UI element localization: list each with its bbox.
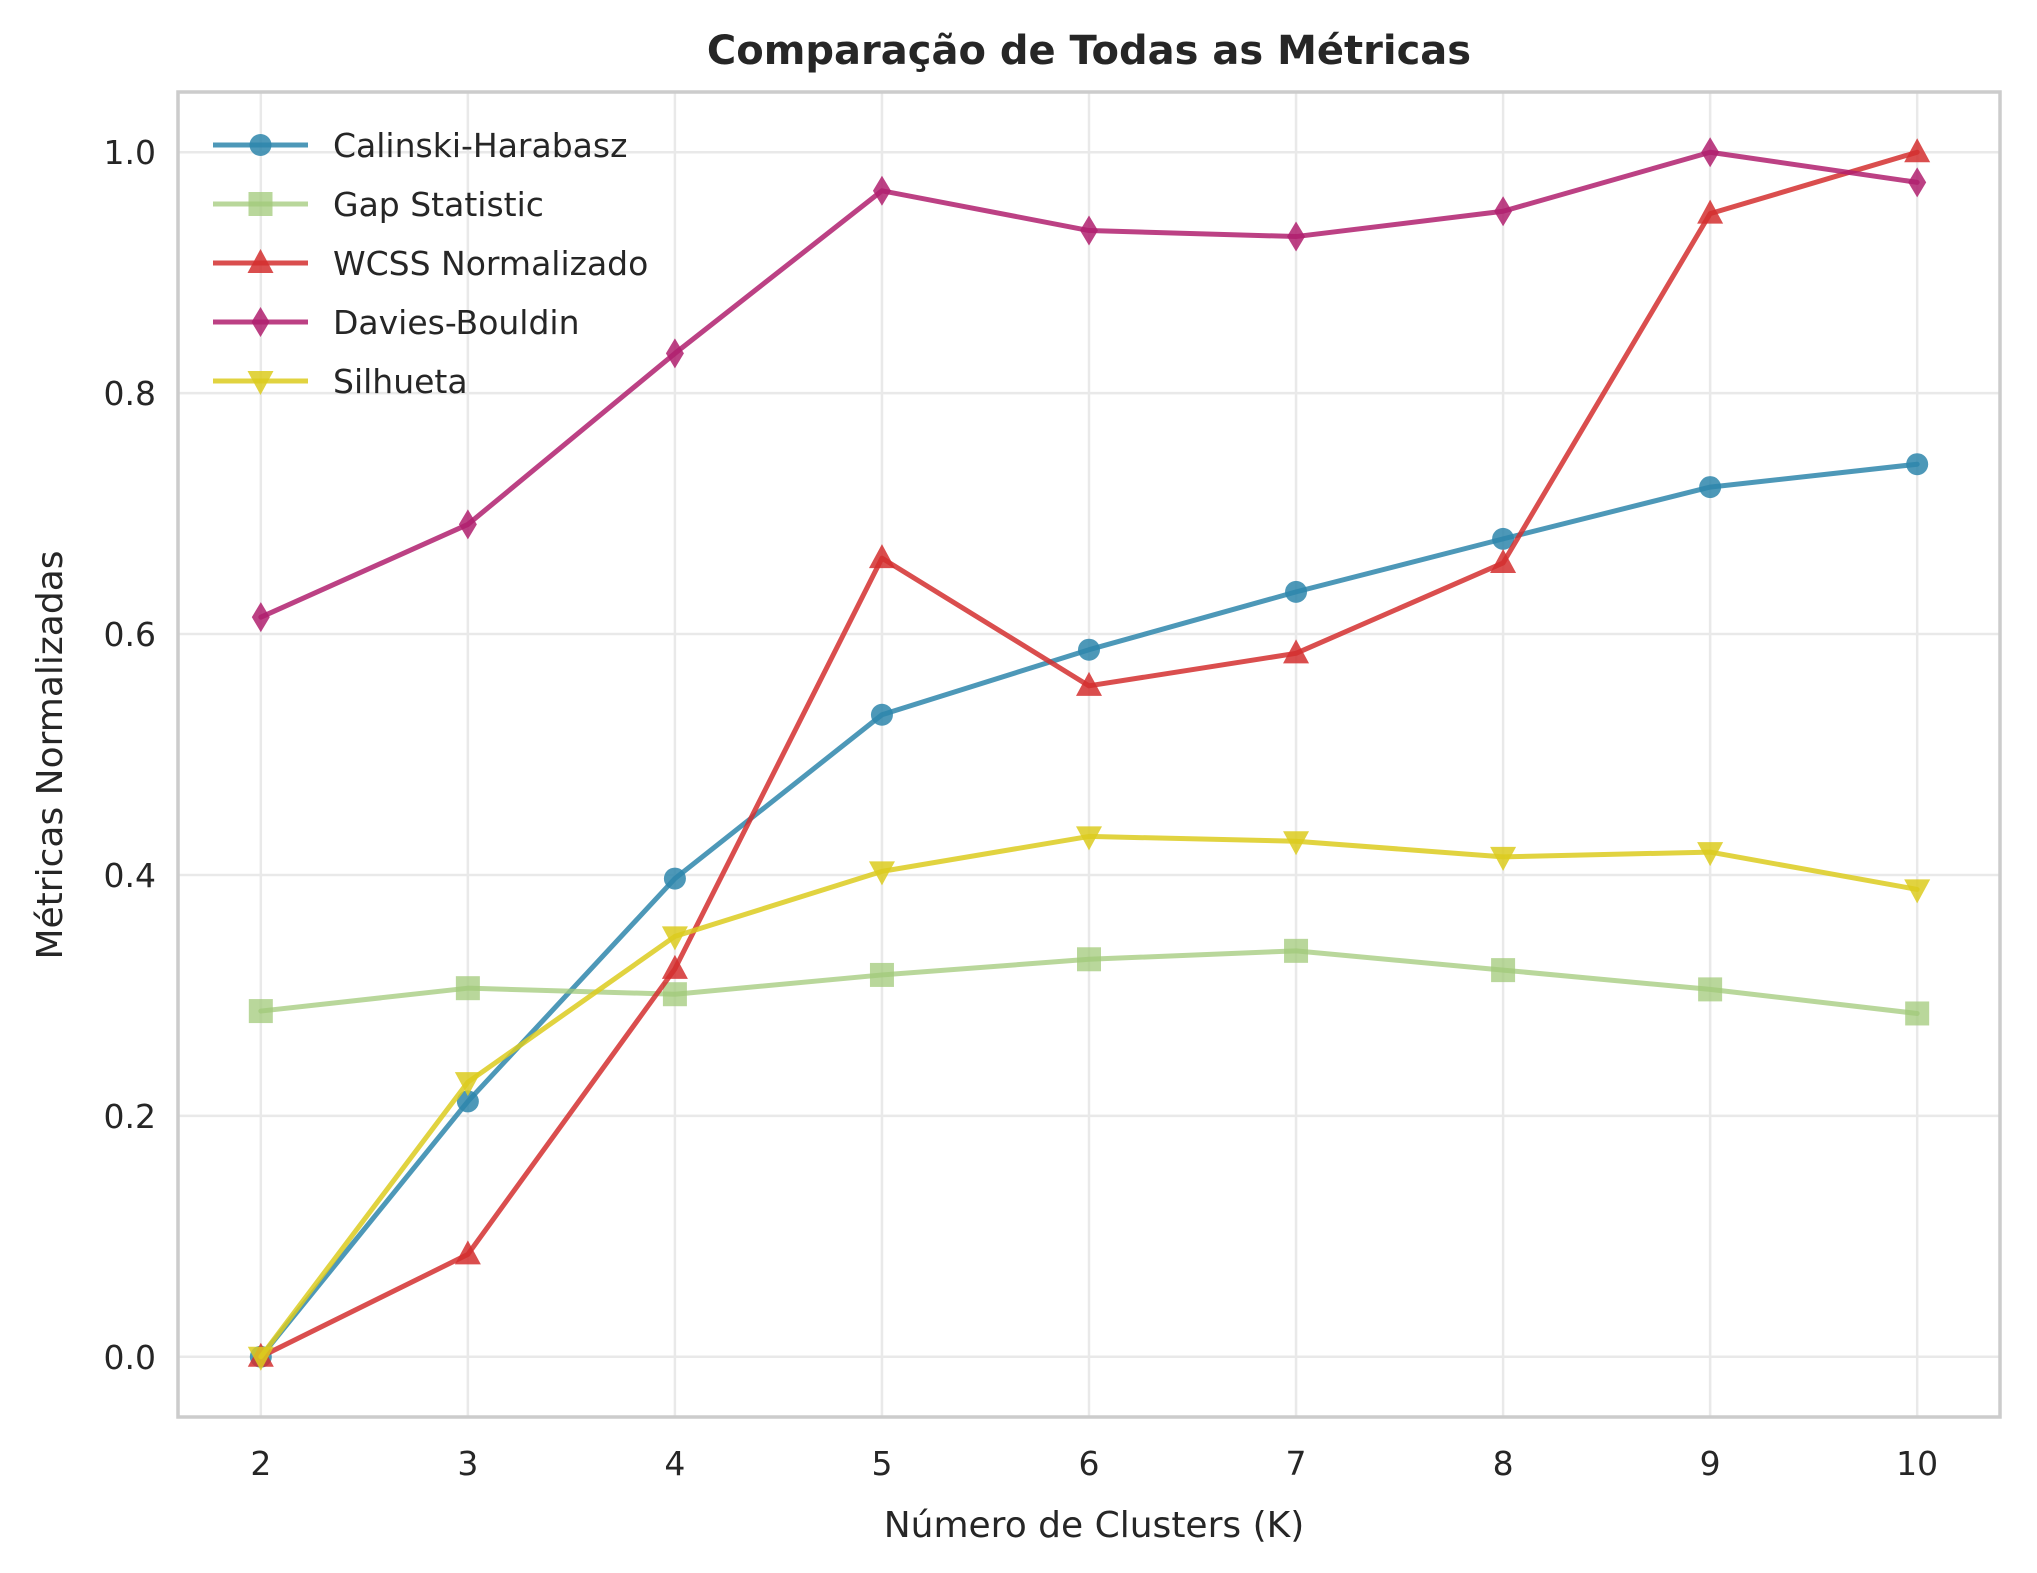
data-point	[1699, 476, 1722, 499]
data-point	[665, 338, 684, 369]
data-point	[868, 861, 895, 886]
data-point	[1283, 831, 1310, 856]
data-point	[661, 926, 688, 951]
plot-frame	[176, 90, 2002, 1419]
x-tick-label: 2	[250, 1444, 271, 1483]
data-point	[1076, 671, 1102, 696]
data-point	[662, 982, 687, 1007]
data-point	[1492, 527, 1515, 550]
data-point	[872, 175, 891, 206]
series-gap-statistic	[248, 938, 1930, 1026]
legend-marker	[251, 307, 270, 337]
y-tick-label: 0.0	[104, 1338, 156, 1377]
data-point	[1076, 826, 1102, 851]
x-tick-label: 6	[1079, 1444, 1100, 1483]
data-point	[1491, 958, 1516, 983]
x-tick-label: 4	[664, 1444, 685, 1483]
data-point	[1904, 879, 1931, 904]
legend-label: Gap Statistic	[333, 185, 544, 224]
y-tick-label: 0.4	[104, 856, 156, 895]
legend-entry: Silhueta	[213, 362, 468, 401]
data-point	[1697, 842, 1724, 867]
y-tick-label: 0.8	[104, 374, 156, 413]
legend-marker	[247, 371, 274, 395]
legend-label: Calinski-Harabasz	[333, 126, 627, 165]
y-tick-label: 0.2	[104, 1097, 156, 1136]
x-tick-label: 7	[1286, 1444, 1307, 1483]
series-layer	[247, 137, 1931, 1371]
data-point	[1080, 215, 1098, 246]
x-tick-label: 10	[1896, 1444, 1938, 1483]
data-point	[1904, 138, 1931, 163]
legend-entry: Calinski-Harabasz	[213, 126, 627, 165]
legend-entry: WCSS Normalizado	[213, 244, 648, 283]
data-point	[663, 867, 686, 890]
legend-label: WCSS Normalizado	[333, 244, 648, 283]
data-point	[1078, 638, 1100, 661]
data-point	[1905, 1001, 1930, 1026]
series-wcss-normalizado	[247, 138, 1931, 1367]
legend-marker	[248, 192, 273, 216]
data-point	[1284, 938, 1309, 963]
data-point	[456, 1090, 479, 1113]
data-point	[870, 703, 893, 726]
data-point	[248, 999, 273, 1024]
x-tick-label: 5	[871, 1444, 892, 1483]
grid	[178, 92, 2000, 1417]
data-point	[1490, 846, 1517, 871]
series-silhueta	[247, 826, 1931, 1371]
data-point	[1283, 639, 1310, 664]
y-axis-label: Métricas Normalizadas	[30, 550, 71, 959]
data-point	[1701, 137, 1720, 168]
x-tick-label: 9	[1700, 1444, 1721, 1483]
data-point	[247, 1346, 274, 1371]
legend-label: Davies-Bouldin	[333, 303, 580, 342]
data-point	[1906, 453, 1929, 476]
data-point	[869, 962, 894, 987]
data-point	[251, 602, 270, 633]
legend-marker	[249, 134, 272, 156]
data-point	[1077, 947, 1101, 972]
x-tick-label: 3	[457, 1444, 478, 1483]
data-point	[868, 544, 895, 569]
data-point	[1697, 199, 1724, 224]
chart-title: Comparação de Todas as Métricas	[707, 28, 1471, 74]
y-tick-label: 1.0	[104, 133, 156, 172]
series-davies-bouldin	[251, 137, 1927, 633]
legend-label: Silhueta	[333, 362, 468, 401]
data-point	[661, 954, 688, 979]
data-point	[458, 509, 477, 540]
data-point	[1285, 580, 1308, 603]
data-point	[454, 1072, 481, 1097]
legend-marker	[247, 249, 274, 273]
tick-labels: 2 3 4 5 6 7 8 9 10 0.0 0.2 0.4 0.6 0.8 1.0	[104, 133, 1939, 1483]
data-point	[1287, 221, 1306, 252]
data-point	[1908, 167, 1927, 198]
data-point	[1494, 196, 1513, 227]
data-point	[454, 1240, 481, 1265]
x-axis-label: Número de Clusters (K)	[884, 1505, 1305, 1546]
data-point	[1698, 977, 1723, 1002]
data-point	[455, 976, 480, 1001]
legend-entry: Gap Statistic	[213, 185, 544, 224]
data-point	[1490, 548, 1517, 573]
x-tick-label: 8	[1493, 1444, 1514, 1483]
legend-entry: Davies-Bouldin	[213, 303, 580, 342]
legend: Calinski-Harabasz Gap Statistic WCSS Norma…	[213, 126, 648, 401]
y-tick-label: 0.6	[104, 615, 156, 654]
